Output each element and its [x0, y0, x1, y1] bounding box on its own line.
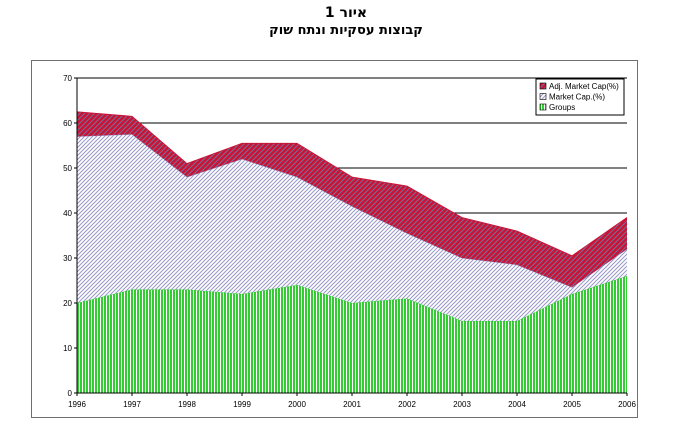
legend-label-market-cap: Market Cap.(%) — [549, 93, 605, 102]
x-tick-label-2003: 2003 — [453, 400, 471, 409]
x-tick-label-2004: 2004 — [508, 400, 526, 409]
legend-box — [535, 78, 625, 116]
y-tick-label-50: 50 — [63, 164, 72, 173]
figure-subtitle: קבוצות עסקיות ונתח שוק — [269, 23, 423, 38]
stacked-area-chart: 0 10 20 30 40 50 60 70 1996 1997 1998 1999 2000 2001 2… — [63, 74, 636, 409]
legend: Adj. Market Cap(%) Market Cap.(%)Groups — [535, 78, 625, 116]
x-tick-label-1998: 1998 — [178, 400, 196, 409]
legend-swatch-adj-market-cap — [539, 82, 547, 90]
x-tick-label-2000: 2000 — [288, 400, 306, 409]
area-series — [76, 111, 628, 393]
x-tick-label-2001: 2001 — [343, 400, 361, 409]
legend-label-adj-market-cap: Adj. Market Cap(%) — [549, 82, 619, 91]
area-series-groups — [77, 276, 627, 393]
axes — [74, 77, 628, 396]
x-tick-label-1999: 1999 — [233, 400, 251, 409]
tick-labels: 0 10 20 30 40 50 60 70 1996 1997 1998 1999 2000 2001 2… — [63, 74, 636, 409]
legend-swatch-market-cap — [539, 93, 547, 100]
x-tick-label-2006: 2006 — [618, 400, 636, 409]
chart-title-block: איור 1 קבוצות עסקיות ונתח שוק — [0, 4, 692, 40]
legend-swatch-groups — [539, 103, 547, 111]
x-tick-label-1996: 1996 — [68, 400, 86, 409]
area-edge-adj-market-cap — [76, 111, 628, 257]
y-tick-label-10: 10 — [63, 344, 72, 353]
x-tick-label-2005: 2005 — [563, 400, 581, 409]
chart-frame: 0 10 20 30 40 50 60 70 1996 1997 1998 1999 2000 2001 2… — [31, 60, 638, 418]
x-tick-label-1997: 1997 — [123, 400, 141, 409]
x-tick-label-2002: 2002 — [398, 400, 416, 409]
y-tick-label-40: 40 — [63, 209, 72, 218]
y-tick-label-60: 60 — [63, 119, 72, 128]
area-series-market-cap — [77, 134, 627, 321]
y-tick-label-30: 30 — [63, 254, 72, 263]
y-tick-label-20: 20 — [63, 299, 72, 308]
area-series-adj-market-cap — [77, 111, 627, 288]
legend-label-groups: Groups — [549, 103, 575, 112]
figure-title: איור 1 — [324, 5, 368, 21]
y-tick-label-70: 70 — [63, 74, 72, 83]
y-tick-label-0: 0 — [68, 389, 73, 398]
